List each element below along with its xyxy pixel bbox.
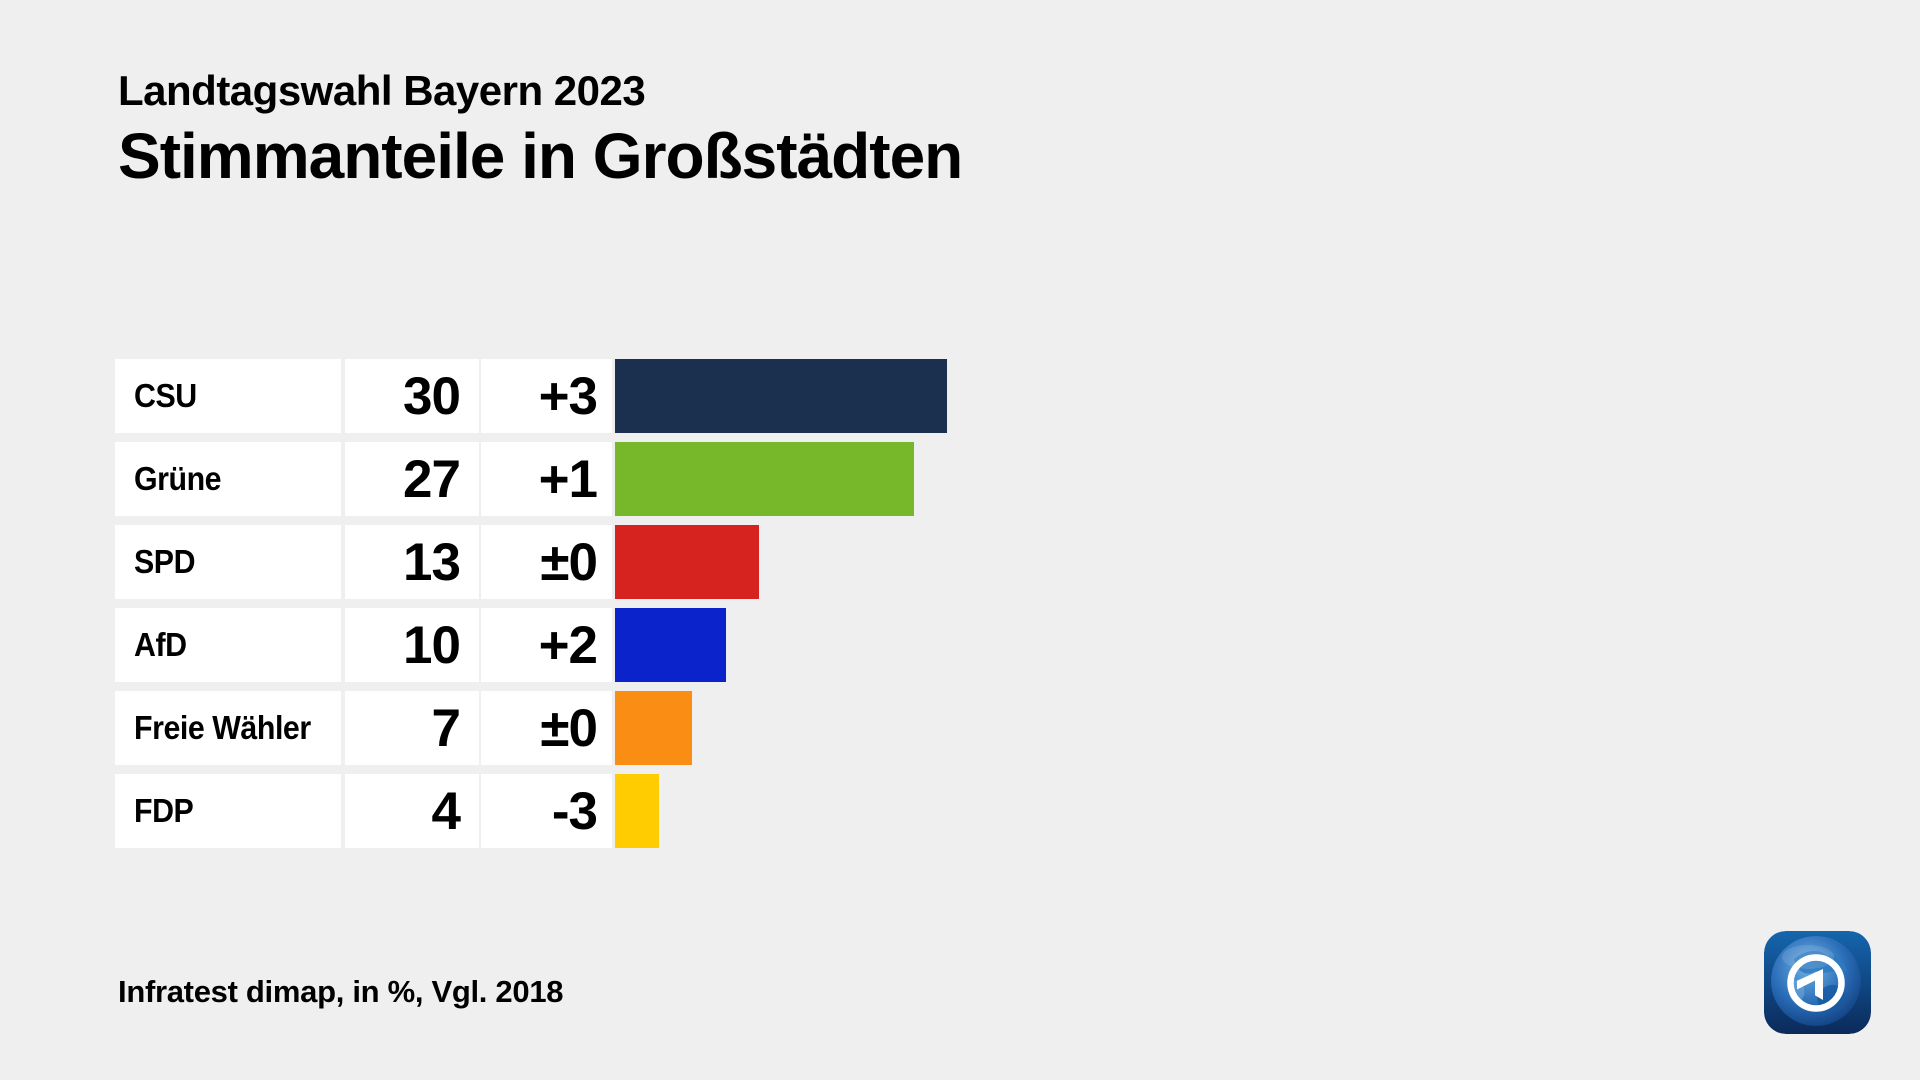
table-row: Freie Wähler 7 ±0 bbox=[115, 691, 947, 765]
table-row: CSU 30 +3 bbox=[115, 359, 947, 433]
change-cell: +1 bbox=[481, 442, 612, 516]
table-row: Grüne 27 +1 bbox=[115, 442, 947, 516]
party-label-cell: Grüne bbox=[115, 442, 341, 516]
value-bar bbox=[615, 525, 759, 599]
change-cell: +2 bbox=[481, 608, 612, 682]
party-label-cell: SPD bbox=[115, 525, 341, 599]
table-row: SPD 13 ±0 bbox=[115, 525, 947, 599]
value-cell: 4 bbox=[345, 774, 479, 848]
ard-tagesschau-logo bbox=[1764, 931, 1871, 1034]
value-bar bbox=[615, 608, 726, 682]
party-label: SPD bbox=[134, 543, 196, 580]
chart-header: Landtagswahl Bayern 2023 Stimmanteile in… bbox=[118, 67, 963, 193]
party-label-cell: FDP bbox=[115, 774, 341, 848]
value-cell: 13 bbox=[345, 525, 479, 599]
value-cell: 30 bbox=[345, 359, 479, 433]
globe-one-icon bbox=[1764, 931, 1871, 1034]
table-row: AfD 10 +2 bbox=[115, 608, 947, 682]
party-label: Grüne bbox=[134, 460, 222, 497]
party-label: Freie Wähler bbox=[134, 709, 311, 746]
value-cell: 7 bbox=[345, 691, 479, 765]
chart-kicker: Landtagswahl Bayern 2023 bbox=[118, 67, 646, 114]
value-bar bbox=[615, 774, 659, 848]
value-bar bbox=[615, 691, 692, 765]
source-note: Infratest dimap, in %, Vgl. 2018 bbox=[118, 974, 564, 1009]
party-label-cell: AfD bbox=[115, 608, 341, 682]
party-label: CSU bbox=[134, 377, 197, 414]
party-label-cell: Freie Wähler bbox=[115, 691, 341, 765]
party-label-cell: CSU bbox=[115, 359, 341, 433]
change-cell: ±0 bbox=[481, 691, 612, 765]
party-label: AfD bbox=[134, 626, 187, 663]
value-bar bbox=[615, 359, 947, 433]
party-label: FDP bbox=[134, 792, 194, 829]
value-bar bbox=[615, 442, 914, 516]
table-row: FDP 4 -3 bbox=[115, 774, 947, 848]
value-cell: 10 bbox=[345, 608, 479, 682]
change-cell: +3 bbox=[481, 359, 612, 433]
change-cell: -3 bbox=[481, 774, 612, 848]
chart-title: Stimmanteile in Großstädten bbox=[118, 120, 963, 193]
value-cell: 27 bbox=[345, 442, 479, 516]
change-cell: ±0 bbox=[481, 525, 612, 599]
results-table: CSU 30 +3 Grüne 27 +1 SPD 13 ±0 AfD 10 +2 Freie Wähl… bbox=[115, 359, 947, 857]
